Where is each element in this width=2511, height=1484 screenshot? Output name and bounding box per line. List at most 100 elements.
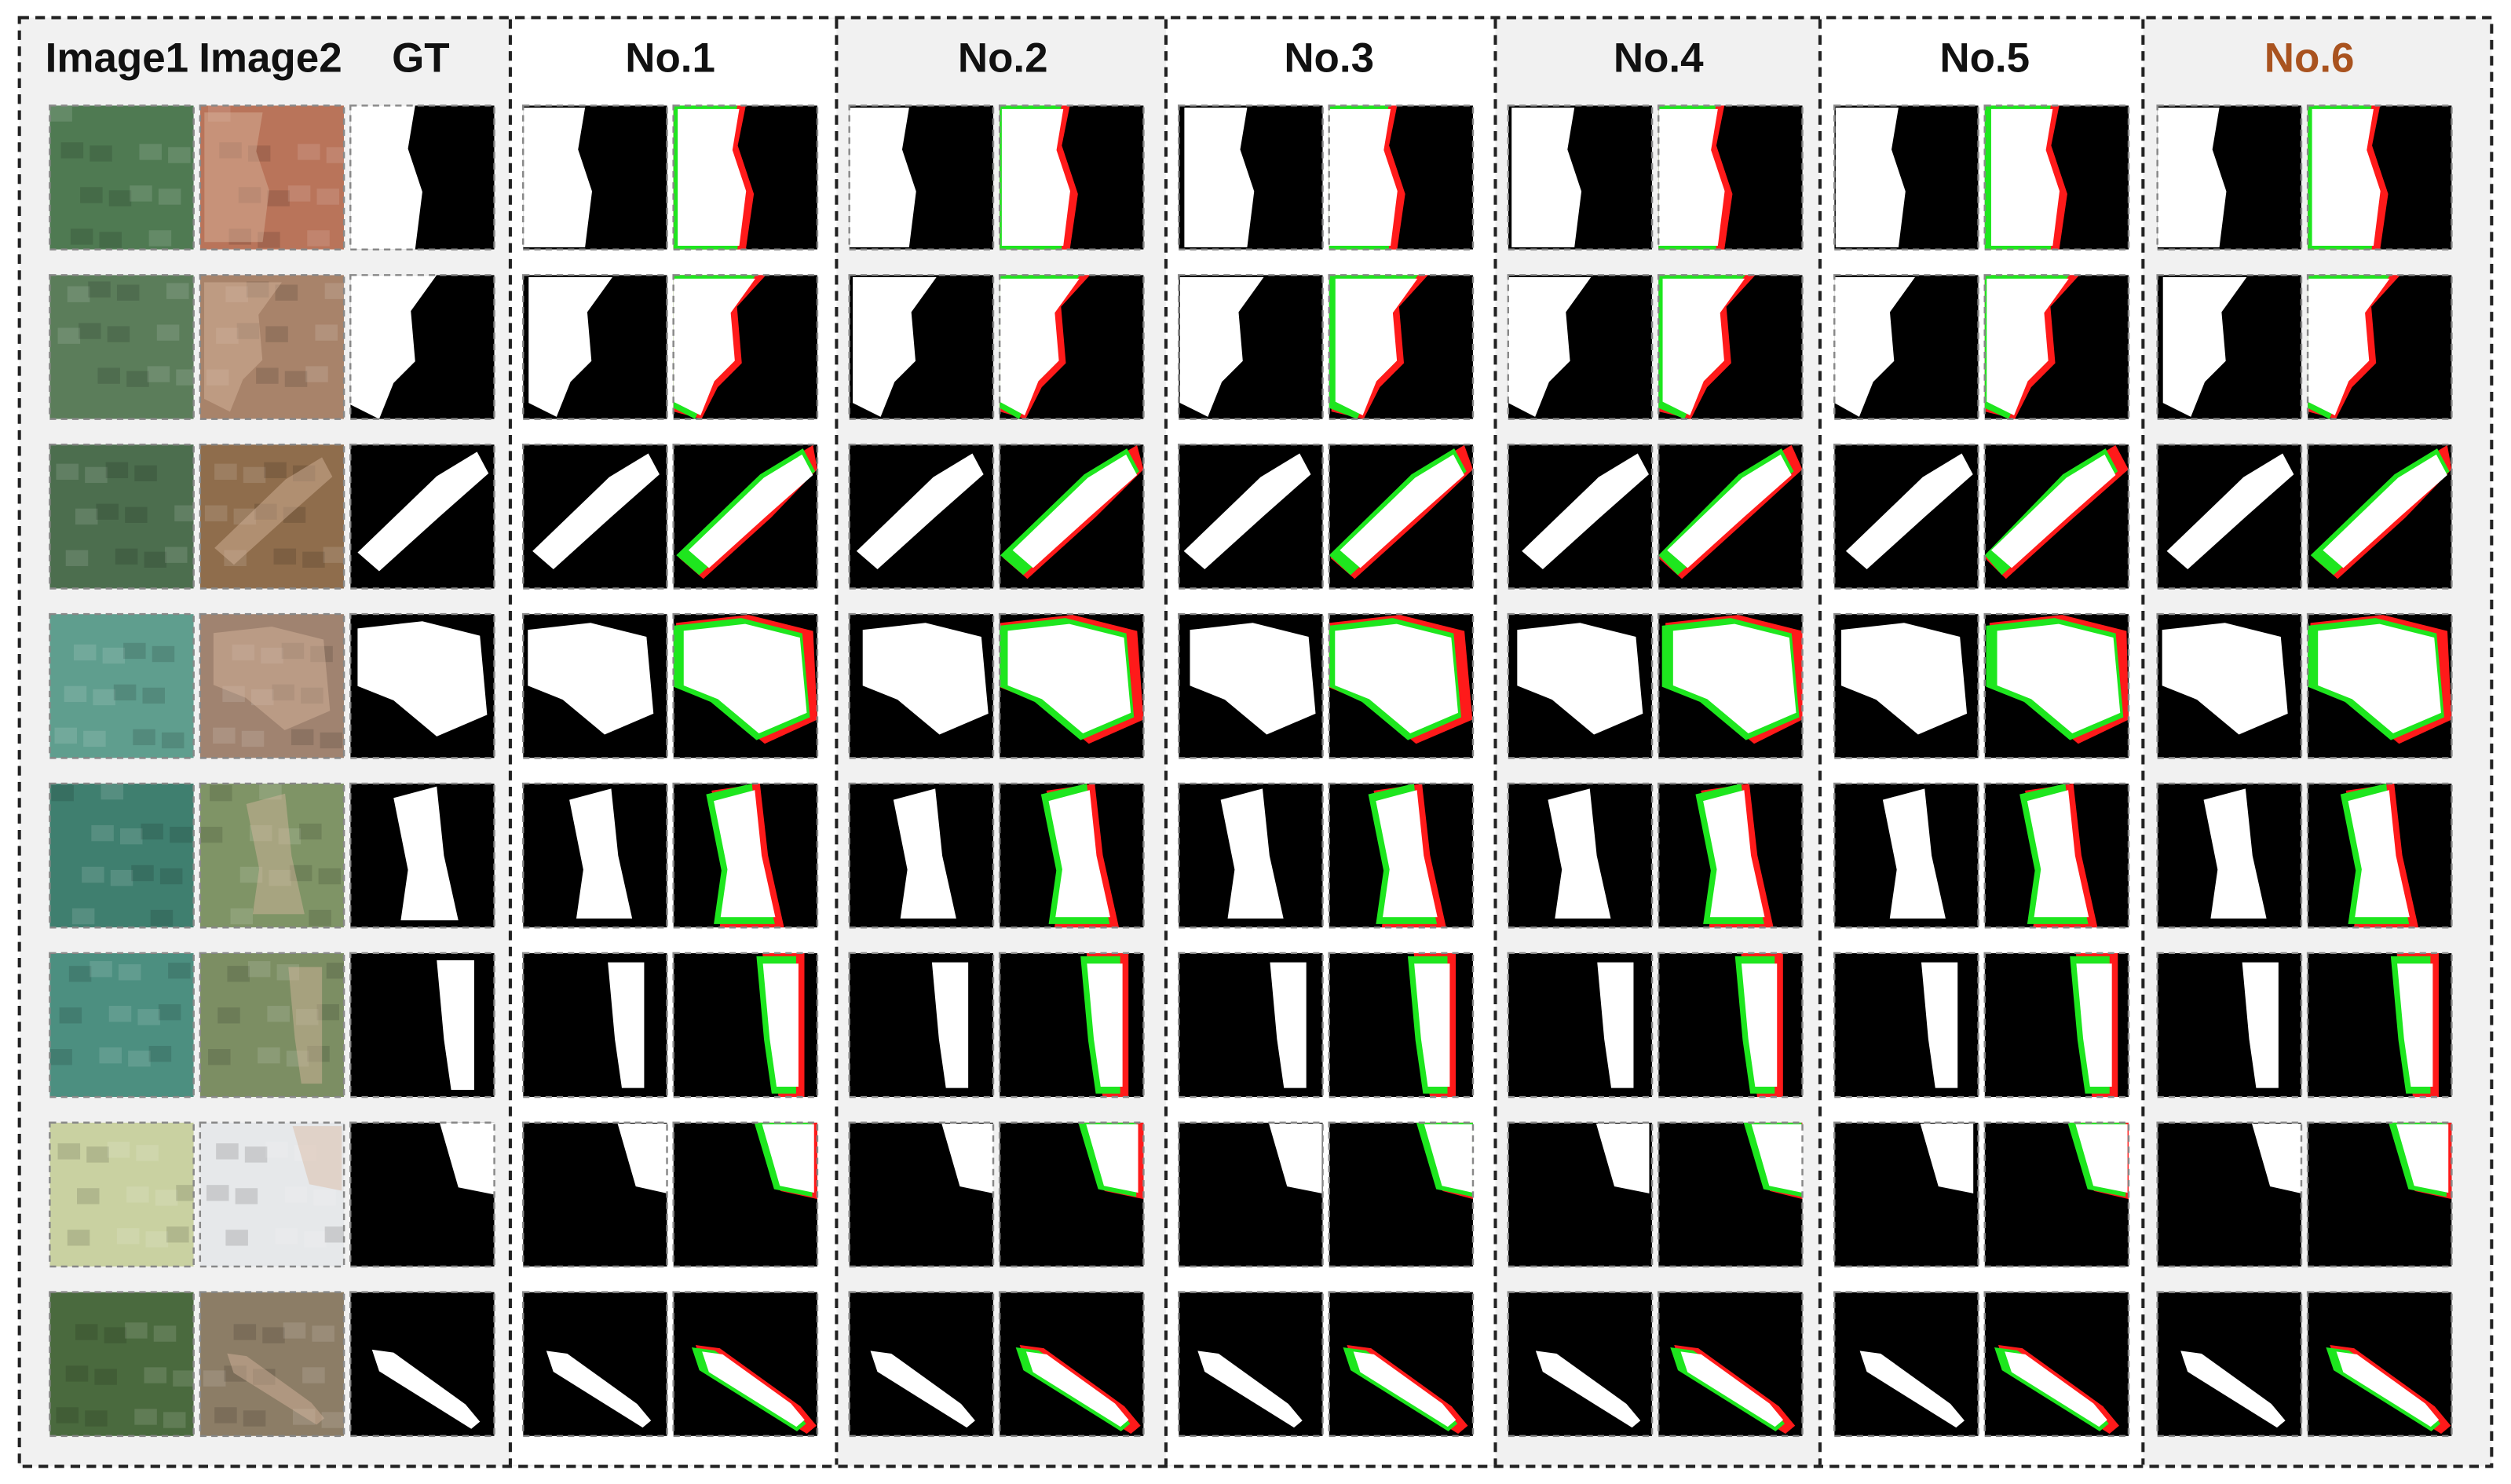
tile — [998, 952, 1145, 1098]
photo-patch — [232, 644, 255, 661]
true-positive — [714, 790, 776, 918]
tile-content — [1658, 614, 1803, 758]
tile-border — [349, 104, 495, 250]
tile-content — [1508, 1122, 1653, 1267]
tile-content — [673, 1292, 817, 1436]
tile-content — [2157, 105, 2301, 250]
tile-border — [1833, 1291, 1979, 1438]
tile — [199, 782, 345, 929]
photo-patch — [267, 1006, 290, 1022]
tile-border — [2306, 952, 2453, 1098]
photo-patch — [284, 371, 308, 387]
photo-patch — [142, 687, 166, 704]
tile — [998, 274, 1145, 420]
tile — [49, 1121, 195, 1268]
photo-patch — [273, 548, 297, 565]
photo-patch — [312, 1325, 334, 1342]
change-mask — [856, 453, 984, 570]
true-positive — [1658, 108, 1725, 246]
tile-content — [1508, 952, 1653, 1098]
change-mask — [546, 1351, 652, 1428]
photo-patch — [128, 1051, 151, 1067]
true-positive — [2318, 623, 2441, 733]
change-mask — [439, 1122, 495, 1195]
tile-border — [998, 782, 1145, 929]
tile — [1833, 1291, 1979, 1438]
tile — [998, 104, 1145, 250]
tile-border — [521, 782, 668, 929]
photo-patch — [145, 1231, 169, 1248]
tile-content — [350, 1122, 495, 1267]
photo — [49, 275, 194, 419]
tile-border — [1658, 443, 1804, 590]
tile — [2306, 782, 2453, 929]
photo-patch — [302, 551, 325, 568]
photo — [49, 952, 194, 1098]
true-positive — [762, 963, 799, 1087]
tile-border — [1658, 782, 1804, 929]
tile-border — [349, 1291, 495, 1438]
tile — [1983, 1291, 2130, 1438]
photo-patch — [67, 1230, 90, 1246]
tile — [199, 443, 345, 590]
photo-patch — [88, 281, 111, 298]
tile — [1328, 1121, 1475, 1268]
tile — [1178, 443, 1324, 590]
photo-patch — [310, 645, 333, 663]
photo-patch — [67, 286, 90, 302]
photo-patch — [126, 371, 149, 387]
photo-patch — [304, 1231, 327, 1248]
true-positive — [1025, 1351, 1129, 1427]
tile — [2156, 443, 2303, 590]
tile — [1658, 104, 1804, 250]
tile-content — [1834, 1292, 1979, 1436]
tile — [848, 1291, 995, 1438]
photo-patch — [176, 1185, 194, 1201]
tile-content — [1329, 1292, 1473, 1436]
tile-border — [349, 952, 495, 1098]
tile-border — [1507, 612, 1654, 759]
photo-patch — [315, 324, 338, 341]
change-mask — [1517, 623, 1643, 735]
photo-patch — [99, 1047, 122, 1064]
photo-patch — [144, 551, 167, 568]
change-mask — [608, 962, 645, 1088]
photo-patch — [99, 232, 122, 248]
photo — [199, 105, 345, 250]
photo — [49, 444, 194, 589]
true-positive — [2336, 1351, 2440, 1427]
photo-patch — [210, 784, 232, 802]
photo-patch — [168, 963, 191, 979]
photo-patch — [247, 145, 271, 162]
tile — [848, 104, 995, 250]
tile — [2156, 1121, 2303, 1268]
tile-border — [521, 274, 668, 420]
photo-patch — [94, 1369, 117, 1385]
true-positive — [1329, 108, 1398, 246]
tile-border — [848, 274, 995, 420]
tile-border — [199, 443, 345, 590]
photo-patch — [108, 1006, 132, 1022]
tile-content — [849, 1122, 993, 1267]
tile-border — [1178, 612, 1324, 759]
tile-border — [1328, 1291, 1475, 1438]
tile-content — [1984, 1122, 2129, 1267]
tile — [848, 443, 995, 590]
tile — [672, 104, 819, 250]
tile — [521, 612, 668, 759]
photo-patch — [115, 548, 138, 565]
photo-patch — [254, 503, 277, 520]
photo-patch — [203, 1370, 226, 1387]
change-mask — [357, 451, 489, 572]
tile-border — [199, 782, 345, 929]
tile-content — [1000, 783, 1144, 928]
photo-patch — [224, 550, 247, 566]
tile-border — [49, 104, 195, 250]
column-header: Image1 — [46, 35, 188, 81]
change-mask — [1859, 1351, 1965, 1428]
tile-content — [523, 1292, 667, 1436]
photo-patch — [148, 230, 172, 247]
photo-patch — [76, 1188, 100, 1204]
tile-border — [1328, 104, 1475, 250]
